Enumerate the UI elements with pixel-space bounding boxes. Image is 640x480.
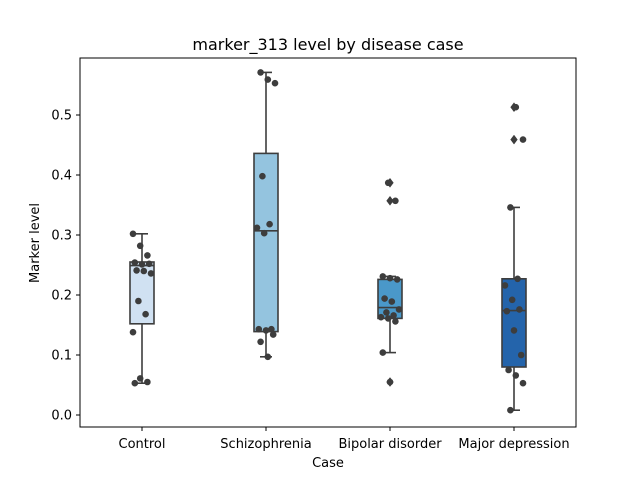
data-point xyxy=(514,275,521,283)
plot-frame xyxy=(79,57,577,428)
data-point xyxy=(136,242,144,250)
data-point xyxy=(381,295,388,302)
data-point xyxy=(264,76,272,83)
data-point xyxy=(517,351,525,359)
data-point xyxy=(503,307,511,315)
data-point xyxy=(262,327,270,334)
data-point xyxy=(255,325,263,333)
data-point xyxy=(133,267,140,274)
y-axis-label: Marker level xyxy=(28,203,43,283)
data-point xyxy=(392,197,399,205)
data-point xyxy=(388,298,396,305)
data-point xyxy=(135,297,142,305)
y-tick-label: 0.1 xyxy=(51,349,72,364)
data-point xyxy=(516,306,523,313)
box-group-1 xyxy=(253,71,279,358)
data-point xyxy=(512,372,520,379)
data-point xyxy=(257,338,264,346)
data-point xyxy=(142,310,149,318)
data-point xyxy=(384,179,392,187)
data-point xyxy=(271,79,279,87)
plot-area xyxy=(129,69,527,414)
data-point xyxy=(501,282,509,289)
data-point xyxy=(260,229,268,237)
data-point xyxy=(129,328,137,336)
data-point xyxy=(140,267,148,275)
data-point xyxy=(395,306,403,313)
x-axis-label: Case xyxy=(312,456,344,471)
data-point xyxy=(136,375,144,382)
data-point xyxy=(147,270,155,277)
data-point xyxy=(131,259,139,266)
data-point xyxy=(268,325,275,333)
data-point xyxy=(383,309,390,316)
box-group-3 xyxy=(501,102,527,412)
data-point xyxy=(269,331,277,338)
data-point xyxy=(507,204,514,211)
y-tick-label: 0.3 xyxy=(51,229,72,244)
box-1 xyxy=(253,152,279,333)
points-group-3 xyxy=(501,103,527,414)
flier-marker xyxy=(386,195,394,206)
data-point xyxy=(377,313,385,321)
data-point xyxy=(253,224,261,232)
data-point xyxy=(144,378,151,386)
x-axis: Control Schizophrenia Bipolar disorder Majo… xyxy=(119,427,570,452)
y-axis: 0.0 0.1 0.2 0.3 0.4 0.5 xyxy=(51,109,80,424)
y-tick-label: 0.0 xyxy=(51,409,72,424)
data-point xyxy=(386,274,394,282)
x-tick-label: Control xyxy=(119,437,166,452)
data-point xyxy=(384,315,392,322)
data-point xyxy=(138,261,146,268)
data-point xyxy=(519,379,527,387)
x-tick-label: Bipolar disorder xyxy=(338,437,442,452)
data-point xyxy=(390,312,397,319)
chart-title: marker_313 level by disease case xyxy=(192,35,463,55)
data-point xyxy=(257,69,264,76)
data-point xyxy=(507,406,514,414)
data-point xyxy=(264,353,272,361)
data-point xyxy=(392,318,399,325)
data-point xyxy=(259,172,266,180)
points-group-2 xyxy=(377,179,403,386)
data-point xyxy=(512,103,520,111)
data-point xyxy=(519,136,527,143)
data-point xyxy=(379,273,387,280)
data-point xyxy=(145,260,153,268)
y-tick-label: 0.2 xyxy=(51,289,72,304)
data-point xyxy=(505,366,512,374)
data-point xyxy=(386,378,394,386)
points-group-0 xyxy=(129,230,155,387)
x-tick-label: Major depression xyxy=(458,437,569,452)
data-point xyxy=(510,327,518,334)
data-point xyxy=(131,379,139,387)
flier-marker xyxy=(510,134,518,145)
data-point xyxy=(379,349,387,356)
y-tick-label: 0.5 xyxy=(51,109,72,124)
points-group-1 xyxy=(253,69,279,361)
data-point xyxy=(393,276,401,283)
x-tick-label: Schizophrenia xyxy=(220,437,311,452)
y-tick-label: 0.4 xyxy=(51,169,72,184)
data-point xyxy=(508,296,516,304)
data-point xyxy=(144,252,151,259)
data-point xyxy=(266,220,273,228)
data-point xyxy=(129,230,137,238)
